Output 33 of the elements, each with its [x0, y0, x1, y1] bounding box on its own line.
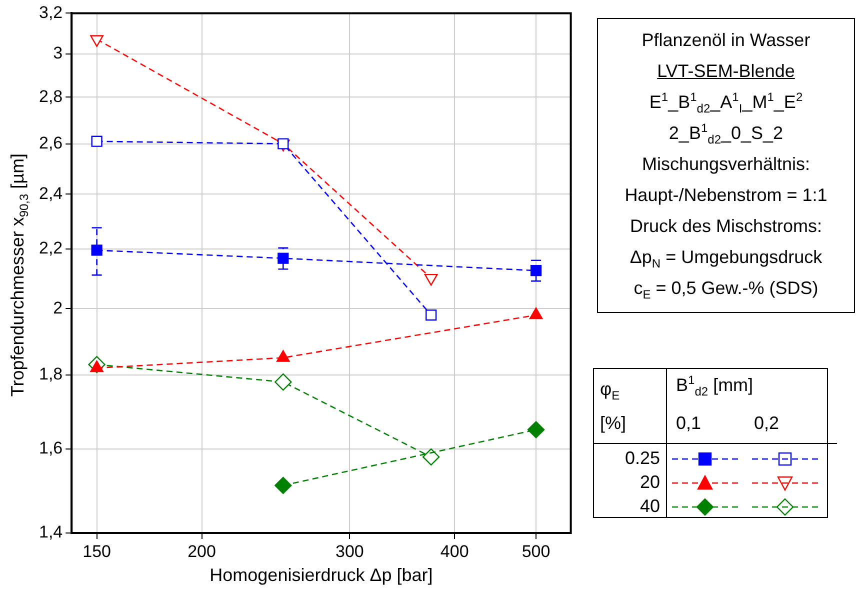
x-tick-label: 300 — [335, 542, 364, 561]
text: c$_{E}$ = 0,5 Gew.-% (SDS) — [632, 277, 820, 304]
text: E$^{1}$_B$^{1}$$_{d2}$_A$^{1}$$_{I}$_M$^{1}$_E$^{2}$ — [649, 90, 803, 116]
text: [%] — [600, 413, 626, 434]
legend-label: 40 — [640, 496, 660, 517]
y-tick-label: 2 — [53, 298, 63, 318]
text: Haupt-/Nebenstrom = 1:1 — [624, 184, 828, 207]
y-tick-label: 1,8 — [38, 364, 63, 384]
y-tick-label: 1,6 — [38, 438, 63, 458]
x-tick-label: 150 — [82, 542, 111, 561]
y-tick-label: 2,6 — [38, 133, 63, 152]
text: Mischungsverhältnis: — [640, 153, 812, 176]
x-tick-label: 400 — [440, 542, 469, 561]
y-tick-label: 2,8 — [38, 86, 63, 106]
y-tick-label: 2,2 — [38, 238, 63, 258]
text: Pflanzenöl in Wasser — [640, 29, 812, 52]
x-tick-label: 200 — [188, 542, 216, 561]
text: 0,2 — [754, 413, 780, 434]
y-tick-label: 3,2 — [38, 2, 63, 22]
legend-label: 20 — [640, 472, 660, 493]
text: φ$_{E}$ — [600, 379, 620, 403]
text: 0,1 — [676, 413, 702, 434]
x-axis-title: Homogenisierdruck Δp [bar] — [210, 565, 433, 586]
y-tick-label: 2,4 — [38, 184, 63, 203]
legend-title: B$^{1}$$_{d2}$ [mm] — [676, 373, 754, 399]
y-tick-label: 3 — [53, 43, 63, 62]
text: LVT-SEM-Blende — [656, 60, 796, 83]
y-tick-label: 1,4 — [38, 522, 63, 542]
text: 2_B$^{1}$$_{d2}$_0_S_2 — [668, 120, 784, 149]
legend-label: 0.25 — [624, 448, 660, 469]
text: Druck des Mischstroms: — [628, 215, 824, 238]
text: Δp$_{N}$ = Umgebungsdruck — [628, 246, 824, 273]
x-tick-label: 500 — [522, 542, 550, 561]
